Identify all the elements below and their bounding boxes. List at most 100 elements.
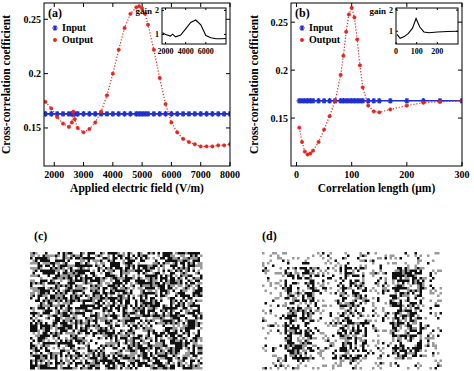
plot-marks <box>397 19 458 39</box>
data-point <box>146 23 149 26</box>
data-point <box>70 121 73 124</box>
y-tick-label: 2 <box>155 6 159 15</box>
data-point <box>176 131 179 134</box>
x-tick-top <box>171 3 172 7</box>
y-tick-label: 1 <box>389 27 393 36</box>
data-point <box>174 111 180 117</box>
data-point <box>404 98 410 104</box>
x-tick-label: 6000 <box>198 47 214 56</box>
plot-background <box>291 3 462 166</box>
series-line <box>299 8 462 155</box>
data-point <box>116 111 122 117</box>
legend-label: Input <box>309 22 334 33</box>
series-line <box>163 20 227 39</box>
panel-label: (a) <box>48 6 62 20</box>
data-point <box>387 98 393 104</box>
x-tick <box>171 162 172 166</box>
x-tick <box>142 162 143 166</box>
x-tick-label: 300 <box>455 169 470 180</box>
x-tick <box>296 162 297 166</box>
data-point <box>422 101 425 104</box>
speckle-image: (c) <box>30 229 203 370</box>
y-tick <box>291 22 295 23</box>
data-point <box>298 126 301 129</box>
data-point <box>151 111 157 117</box>
data-point <box>317 140 320 143</box>
data-point <box>210 111 216 117</box>
data-point <box>192 111 198 117</box>
data-point <box>110 111 116 117</box>
speckle-image: (d) <box>262 229 442 370</box>
panel-label: (d) <box>262 229 277 243</box>
data-point <box>81 111 87 117</box>
data-point <box>205 145 208 148</box>
legend: InputOutput <box>52 22 94 45</box>
x-tick <box>112 162 113 166</box>
legend-marker <box>299 25 305 31</box>
data-point <box>145 111 151 117</box>
legend-label: Output <box>309 34 341 45</box>
y-tick <box>291 70 295 71</box>
series-line <box>45 6 230 146</box>
x-axis-label: Applied electric field (V/m) <box>70 182 204 195</box>
y-axis-label: Cross-correlation coefficient <box>0 15 12 154</box>
data-point <box>88 127 91 130</box>
data-point <box>339 73 342 76</box>
x-tick-label: 200 <box>399 169 414 180</box>
data-point <box>342 54 345 57</box>
legend-marker <box>300 38 303 41</box>
x-tick <box>406 162 407 166</box>
data-point <box>438 100 441 103</box>
x-tick-label: 100 <box>411 47 423 56</box>
data-point <box>310 98 316 104</box>
x-tick <box>351 162 352 166</box>
legend-label: Input <box>62 22 87 33</box>
y-tick <box>291 118 295 119</box>
axes-frame <box>162 8 226 44</box>
y-axis-label: gain <box>135 6 152 16</box>
y-axis-label: Cross-correlation coefficient <box>248 15 260 154</box>
x-tick-label: 4000 <box>103 169 123 180</box>
data-point <box>221 111 227 117</box>
data-point <box>389 108 392 111</box>
data-point <box>311 149 314 152</box>
data-point <box>72 110 75 113</box>
y-tick-right <box>226 19 230 20</box>
y-axis-label: gain <box>369 6 386 16</box>
plot-marks <box>296 6 462 156</box>
data-point <box>44 111 48 117</box>
legend: InputOutput <box>299 22 341 45</box>
data-point <box>356 38 359 41</box>
axes-frame <box>291 3 462 166</box>
x-tick <box>200 162 201 166</box>
data-point <box>405 104 408 107</box>
data-point <box>111 72 114 75</box>
plot-marks <box>163 20 227 39</box>
data-point <box>75 111 81 117</box>
data-point <box>376 98 382 104</box>
data-point <box>222 144 225 147</box>
image-grey-pixels <box>262 252 442 370</box>
data-point <box>328 114 331 117</box>
data-point <box>92 111 98 117</box>
data-point <box>181 137 184 140</box>
data-point <box>358 64 361 67</box>
y-tick-right <box>458 22 462 23</box>
data-point <box>332 98 338 104</box>
figure: 20003000400050006000700080000.150.20.25A… <box>0 0 474 371</box>
x-tick-label: 2000 <box>158 47 174 56</box>
data-point <box>333 99 336 102</box>
data-point <box>82 131 85 134</box>
data-point <box>60 111 66 117</box>
y-tick-label: 0.2 <box>276 65 289 76</box>
plot-background <box>162 8 226 44</box>
x-tick-label: 2000 <box>44 169 64 180</box>
data-point <box>152 48 155 51</box>
axes-frame <box>396 8 458 44</box>
data-point <box>316 98 322 104</box>
x-tick-top <box>112 3 113 7</box>
image-dark-pixels <box>30 252 203 370</box>
y-tick-label: 0.2 <box>29 68 42 79</box>
data-point <box>361 86 364 89</box>
inset-chart: 20004000600012gain <box>135 6 226 56</box>
